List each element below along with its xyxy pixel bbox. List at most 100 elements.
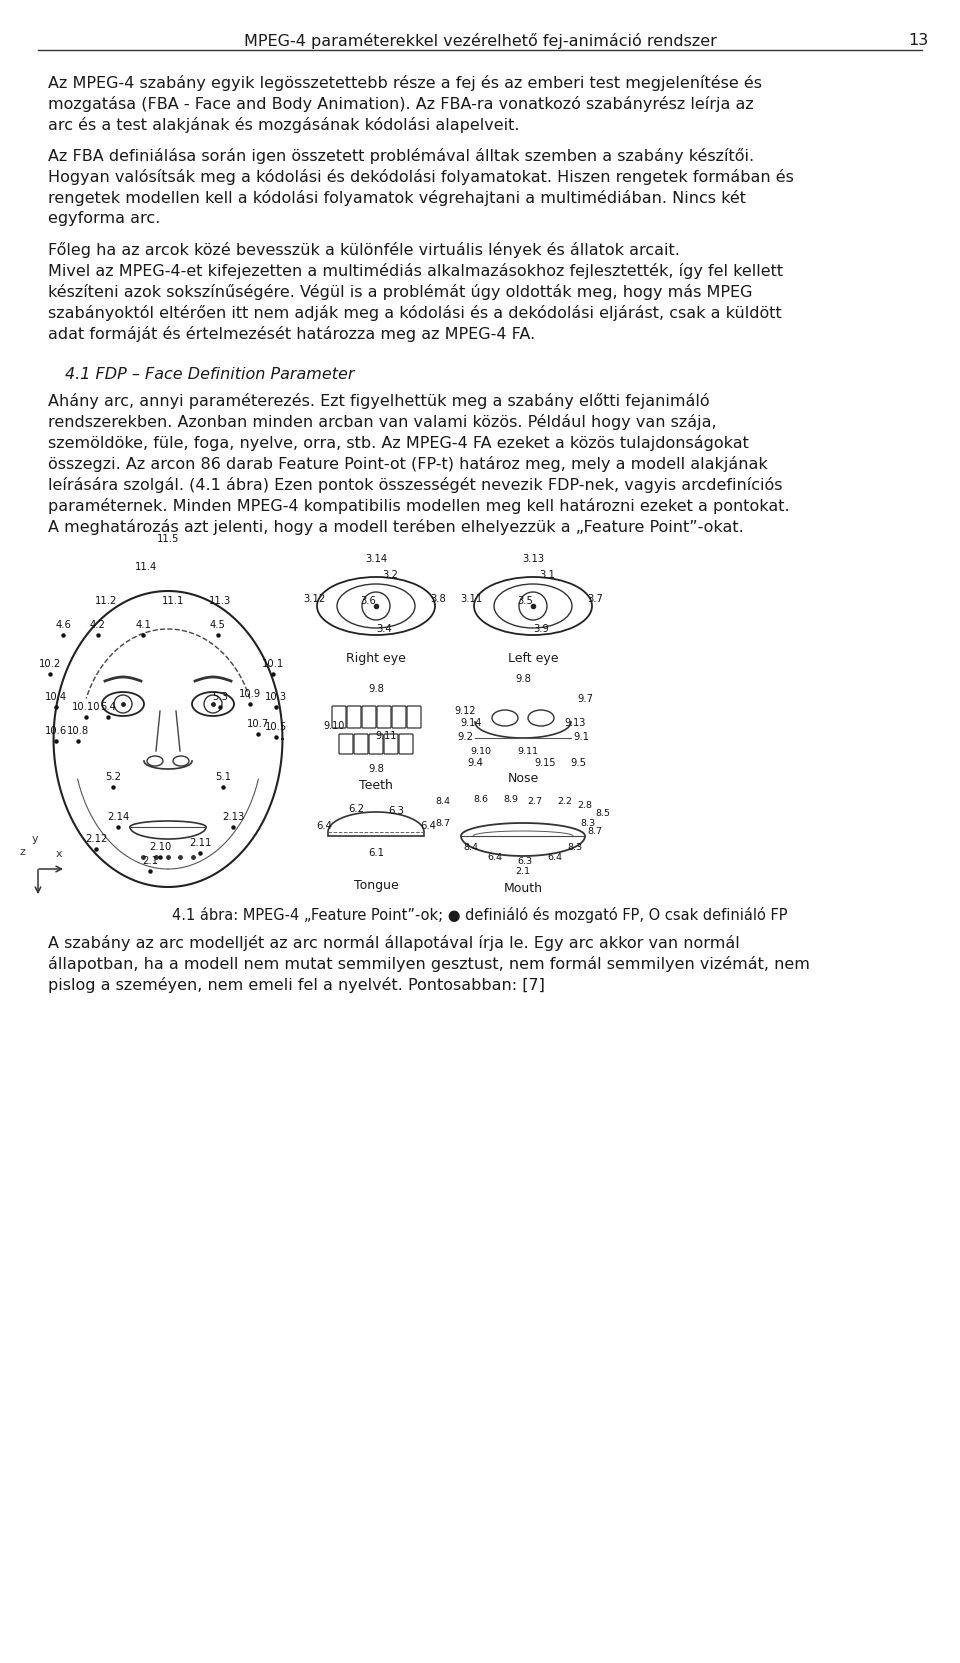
FancyBboxPatch shape <box>354 733 368 753</box>
Text: 2.13: 2.13 <box>222 812 244 822</box>
Text: 4.1 FDP – Face Definition Parameter: 4.1 FDP – Face Definition Parameter <box>65 368 354 382</box>
FancyBboxPatch shape <box>377 707 391 728</box>
Text: 10.10: 10.10 <box>72 702 100 712</box>
Text: 9.15: 9.15 <box>535 758 556 768</box>
Text: 3.4: 3.4 <box>376 624 392 634</box>
Text: 11.5: 11.5 <box>156 534 180 544</box>
Text: összegzi. Az arcon 86 darab Feature Point-ot (FP-t) határoz meg, mely a modell a: összegzi. Az arcon 86 darab Feature Poin… <box>48 456 768 472</box>
Text: Mivel az MPEG-4-et kifejezetten a multimédiás alkalmazásokhoz fejlesztették, így: Mivel az MPEG-4-et kifejezetten a multim… <box>48 263 783 279</box>
Text: Nose: Nose <box>508 772 539 785</box>
Text: 8.4: 8.4 <box>436 798 450 807</box>
Text: 4.2: 4.2 <box>90 620 106 630</box>
Text: 9.7: 9.7 <box>577 693 593 703</box>
Text: 8.9: 8.9 <box>503 795 518 803</box>
Text: 5.4: 5.4 <box>100 702 116 712</box>
Text: 6.1: 6.1 <box>368 848 384 858</box>
Text: 9.8: 9.8 <box>368 763 384 773</box>
Text: 11.4: 11.4 <box>134 562 157 572</box>
Text: állapotban, ha a modell nem mutat semmilyen gesztust, nem formál semmilyen vizém: állapotban, ha a modell nem mutat semmil… <box>48 956 810 971</box>
Text: 8.5: 8.5 <box>595 810 611 818</box>
Text: 5.1: 5.1 <box>215 772 231 782</box>
Text: 9.14: 9.14 <box>460 718 482 728</box>
Text: Mouth: Mouth <box>503 881 542 895</box>
Text: 8.4: 8.4 <box>464 843 478 851</box>
Text: 6.4: 6.4 <box>488 853 502 861</box>
Text: rendszerekben. Azonban minden arcban van valami közös. Például hogy van szája,: rendszerekben. Azonban minden arcban van… <box>48 414 716 431</box>
Text: 3.6: 3.6 <box>360 595 376 605</box>
Text: A szabány az arc modelljét az arc normál állapotával írja le. Egy arc akkor van: A szabány az arc modelljét az arc normá… <box>48 935 740 951</box>
Text: 2.8: 2.8 <box>578 802 592 810</box>
FancyBboxPatch shape <box>347 707 361 728</box>
Text: 3.13: 3.13 <box>522 554 544 564</box>
Text: 5.3: 5.3 <box>212 692 228 702</box>
FancyBboxPatch shape <box>399 733 413 753</box>
Text: 9.8: 9.8 <box>368 683 384 693</box>
Text: 8.7: 8.7 <box>588 828 603 836</box>
Text: 6.3: 6.3 <box>517 856 533 865</box>
Text: 9.12: 9.12 <box>454 707 476 717</box>
Text: Főleg ha az arcok közé bevesszük a különféle virtuális lények és állatok arcait.: Főleg ha az arcok közé bevesszük a külön… <box>48 243 680 258</box>
Text: leírására szolgál. (4.1 ábra) Ezen pontok összességét nevezik FDP-nek, vagyis ar: leírására szolgál. (4.1 ábra) Ezen ponto… <box>48 477 782 492</box>
Text: 10.2: 10.2 <box>38 659 61 669</box>
Text: 2.11: 2.11 <box>189 838 211 848</box>
Polygon shape <box>328 812 424 836</box>
Text: 3.2: 3.2 <box>382 570 398 580</box>
Text: 2.12: 2.12 <box>84 835 108 845</box>
Text: 3.9: 3.9 <box>533 624 549 634</box>
Text: 10.9: 10.9 <box>239 688 261 698</box>
FancyBboxPatch shape <box>362 707 376 728</box>
Text: 3.7: 3.7 <box>588 594 603 604</box>
Text: 9.4: 9.4 <box>468 758 483 768</box>
Text: 6.4: 6.4 <box>420 822 436 832</box>
Polygon shape <box>461 823 585 856</box>
Text: pislog a szeméyen, nem emeli fel a nyelvét. Pontosabban: [7]: pislog a szeméyen, nem emeli fel a nyelv… <box>48 976 545 993</box>
FancyBboxPatch shape <box>369 733 383 753</box>
Text: 4.1: 4.1 <box>135 620 151 630</box>
Text: Teeth: Teeth <box>359 778 393 792</box>
Text: 4.1 ábra: MPEG-4 „Feature Point”-ok; ● definiáló és mozgató FP, O csak definiáló: 4.1 ábra: MPEG-4 „Feature Point”-ok; ● d… <box>172 906 788 923</box>
Text: 2.10: 2.10 <box>149 841 171 851</box>
Text: 4.6: 4.6 <box>55 620 71 630</box>
Text: 9.10: 9.10 <box>470 747 492 757</box>
Text: 10.3: 10.3 <box>265 692 287 702</box>
FancyBboxPatch shape <box>384 733 398 753</box>
Text: y: y <box>32 835 38 845</box>
Text: 3.1: 3.1 <box>540 570 555 580</box>
Text: 6.4: 6.4 <box>316 822 332 832</box>
Text: 9.8: 9.8 <box>516 674 531 683</box>
Text: arc és a test alakjának és mozgásának kódolási alapelveit.: arc és a test alakjának és mozgásának kó… <box>48 116 519 133</box>
Text: 9.10: 9.10 <box>324 722 345 732</box>
Text: 6.2: 6.2 <box>348 803 364 813</box>
Text: 3.11: 3.11 <box>460 594 482 604</box>
Text: egyforma arc.: egyforma arc. <box>48 211 160 226</box>
Text: 10.1: 10.1 <box>262 659 284 669</box>
Text: 9.13: 9.13 <box>564 718 586 728</box>
Text: 10.5: 10.5 <box>265 722 287 732</box>
Text: 11.3: 11.3 <box>209 595 231 605</box>
FancyBboxPatch shape <box>332 707 346 728</box>
Text: 8.6: 8.6 <box>473 795 489 803</box>
Text: 6.4: 6.4 <box>547 853 563 861</box>
Text: 6.3: 6.3 <box>388 807 404 817</box>
Text: 13: 13 <box>908 33 928 48</box>
Text: Ahány arc, annyi paraméterezés. Ezt figyelhettük meg a szabány előtti fejanimáló: Ahány arc, annyi paraméterezés. Ezt figy… <box>48 392 709 409</box>
Text: 11.1: 11.1 <box>162 595 184 605</box>
Text: Left eye: Left eye <box>508 652 559 665</box>
Text: Az MPEG-4 szabány egyik legösszetettebb része a fej és az emberi test megjelenít: Az MPEG-4 szabány egyik legösszetettebb … <box>48 75 762 91</box>
Text: készíteni azok sokszínűségére. Végül is a problémát úgy oldották meg, hogy más M: készíteni azok sokszínűségére. Végül is … <box>48 284 753 299</box>
Text: 3.8: 3.8 <box>430 594 445 604</box>
Text: 5.2: 5.2 <box>105 772 121 782</box>
Text: 2.1: 2.1 <box>142 856 158 866</box>
Text: 3.5: 3.5 <box>517 595 533 605</box>
Text: 2.1: 2.1 <box>516 868 531 876</box>
Text: 9.11: 9.11 <box>517 747 539 757</box>
Text: 10.7: 10.7 <box>247 718 269 728</box>
Text: 9.5: 9.5 <box>570 758 586 768</box>
Text: z: z <box>20 846 26 856</box>
Text: 9.2: 9.2 <box>457 732 473 742</box>
Text: MPEG-4 paraméterekkel vezérelhető fej-animáció rendszer: MPEG-4 paraméterekkel vezérelhető fej-an… <box>244 33 716 48</box>
Text: 2.7: 2.7 <box>527 797 542 805</box>
Text: 10.6: 10.6 <box>45 727 67 737</box>
FancyBboxPatch shape <box>407 707 421 728</box>
Text: 3.14: 3.14 <box>365 554 387 564</box>
